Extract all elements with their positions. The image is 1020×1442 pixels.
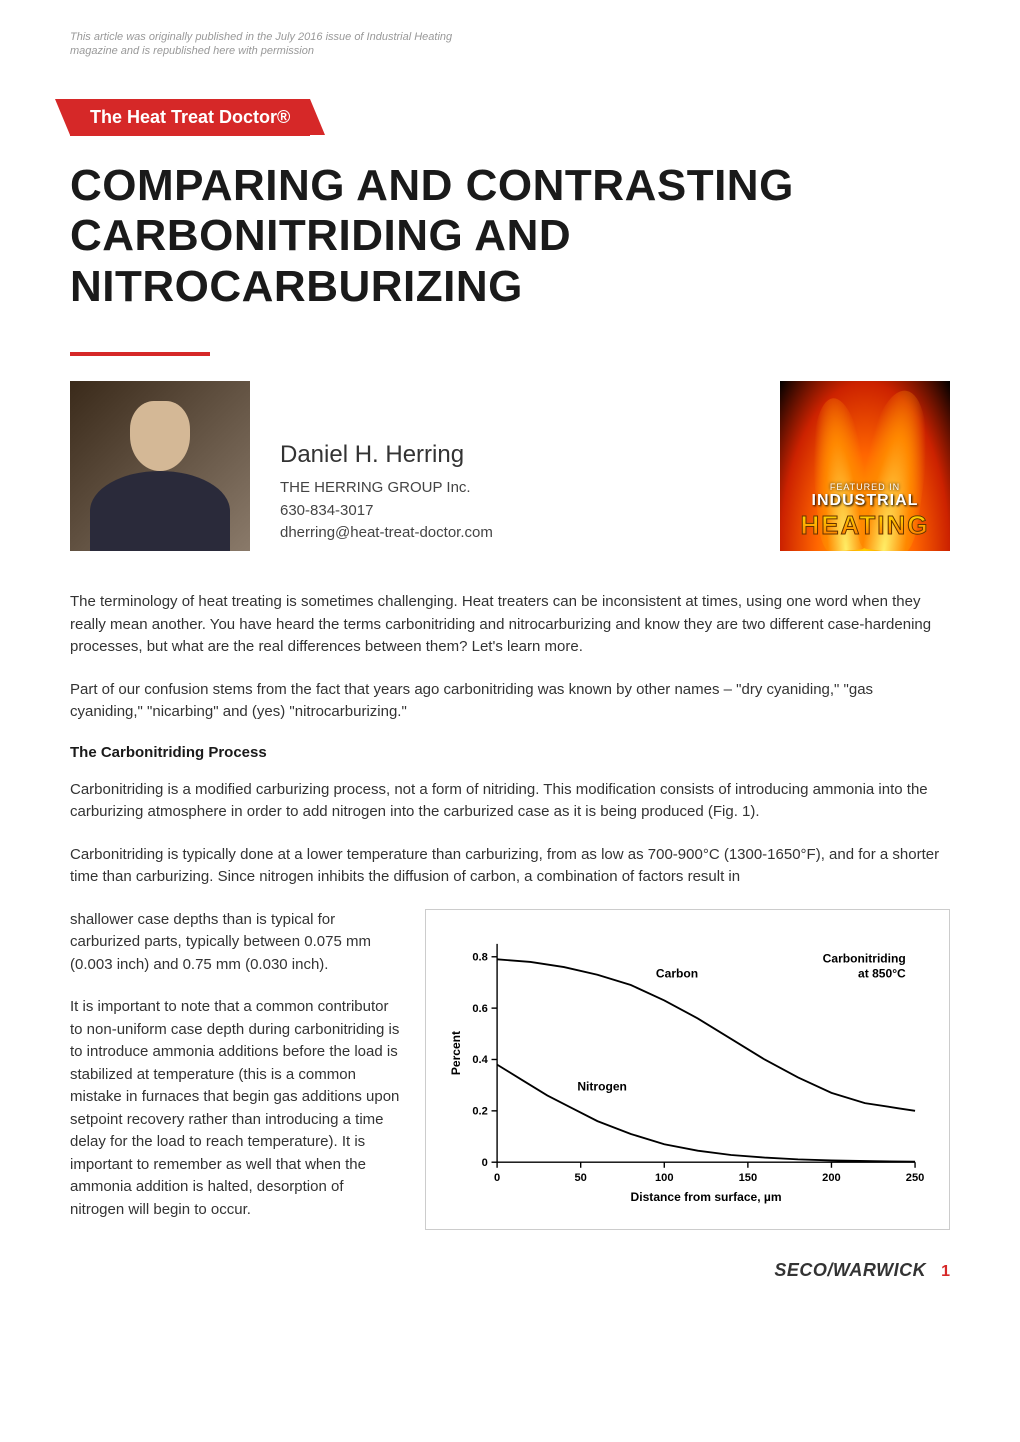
left-column: shallower case depths than is typical fo… [70,909,400,1222]
svg-text:150: 150 [739,1172,758,1184]
svg-text:0: 0 [482,1157,488,1169]
page-footer: SECO/WARWICK 1 [70,1260,950,1281]
author-row: Daniel H. Herring THE HERRING GROUP Inc.… [70,381,950,551]
author-org: THE HERRING GROUP Inc. [280,477,750,500]
svg-text:100: 100 [655,1172,674,1184]
logo-featured-text: FEATURED IN [780,482,950,492]
section-heading-carbonitriding: The Carbonitriding Process [70,744,950,761]
svg-text:0.2: 0.2 [472,1105,487,1117]
author-info: Daniel H. Herring THE HERRING GROUP Inc.… [280,381,750,545]
svg-text:at 850°C: at 850°C [858,966,906,980]
svg-text:Nitrogen: Nitrogen [577,1079,627,1093]
svg-text:0: 0 [494,1172,500,1184]
industrial-heating-logo: FEATURED IN INDUSTRIAL HEATING [780,381,950,551]
svg-text:0.8: 0.8 [472,951,487,963]
figure-1-chart: 0 50 100 150 200 250 0 0.2 0.4 0.6 0.8 Distance fro… [425,909,950,1230]
svg-text:0.6: 0.6 [472,1003,487,1015]
author-email: dherring@heat-treat-doctor.com [280,522,750,545]
paragraph-4-tail: shallower case depths than is typical fo… [70,909,400,977]
footer-brand: SECO/WARWICK [774,1260,926,1281]
footer-page-number: 1 [941,1263,950,1281]
svg-text:Carbonitriding: Carbonitriding [823,951,906,965]
badge-container: The Heat Treat Doctor® [70,99,950,136]
paragraph-5: It is important to note that a common co… [70,996,400,1221]
logo-line-2: HEATING [780,510,950,541]
author-photo [70,381,250,551]
column-badge: The Heat Treat Doctor® [70,99,310,136]
chart-svg: 0 50 100 150 200 250 0 0.2 0.4 0.6 0.8 Distance fro… [446,930,929,1209]
author-phone: 630-834-3017 [280,500,750,523]
logo-line-1: INDUSTRIAL [780,492,950,510]
article-title: COMPARING AND CONTRASTING CARBONITRIDING… [70,161,950,313]
accent-bar [70,352,210,356]
attribution-note: This article was originally published in… [70,30,470,59]
author-name: Daniel H. Herring [280,441,750,469]
chart-column: 0 50 100 150 200 250 0 0.2 0.4 0.6 0.8 Distance fro… [425,909,950,1230]
svg-text:Percent: Percent [449,1031,463,1075]
two-column-section: shallower case depths than is typical fo… [70,909,950,1230]
paragraph-4-lead: Carbonitriding is typically done at a lo… [70,844,950,889]
paragraph-3: Carbonitriding is a modified carburizing… [70,779,950,824]
paragraph-2: Part of our confusion stems from the fac… [70,679,950,724]
svg-text:Distance from surface, µm: Distance from surface, µm [631,1190,782,1204]
svg-text:0.4: 0.4 [472,1054,488,1066]
svg-text:Carbon: Carbon [656,966,698,980]
svg-text:250: 250 [906,1172,925,1184]
paragraph-1: The terminology of heat treating is some… [70,591,950,659]
svg-text:50: 50 [575,1172,587,1184]
svg-text:200: 200 [822,1172,841,1184]
